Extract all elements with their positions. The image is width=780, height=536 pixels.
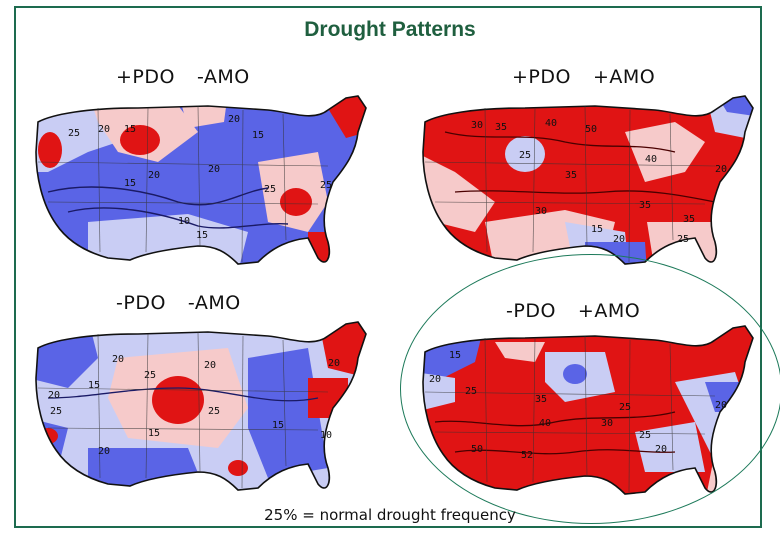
figure-title: Drought Patterns [304, 18, 476, 41]
map-3-contour-label: 10 [320, 430, 332, 441]
map-3-contour-label: 15 [88, 380, 100, 391]
map-3-amo: -AMO [187, 292, 241, 314]
map-2-contour-label: 35 [565, 170, 577, 181]
map-2-contour-label: 40 [645, 154, 657, 165]
map-3-contour-label: 25 [50, 406, 62, 417]
map-4-contour-label: 35 [535, 394, 547, 405]
map-2-amo: +AMO [592, 66, 656, 88]
map-1-contour-label: 10 [178, 216, 190, 227]
map-4-contour-label: 25 [619, 402, 631, 413]
map-3-contour-label: 15 [148, 428, 160, 439]
map-4-contour-label: 30 [601, 418, 613, 429]
map-4-amo: +AMO [577, 300, 641, 322]
map-3-contour-label: 20 [48, 390, 60, 401]
map-3-contour-label: 25 [144, 370, 156, 381]
map-1-contour-label: 15 [252, 130, 264, 141]
map-1-pdo: +PDO [116, 66, 175, 88]
caption: 25% = normal drought frequency [264, 506, 516, 524]
map-4-contour-label: 20 [655, 444, 667, 455]
map-2-contour-label: 20 [715, 164, 727, 175]
map-4-contour-label: 25 [639, 430, 651, 441]
map-4-contour-label: 20 [715, 400, 727, 411]
map-1-contour-label: 20 [228, 114, 240, 125]
map-1-contour-label: 20 [148, 170, 160, 181]
map-1-contour-label: 15 [124, 124, 136, 135]
map-4-drought-frequency: 15 20 25 35 40 50 52 30 25 20 25 20 [422, 325, 754, 495]
map-2-contour-label: 40 [545, 118, 557, 129]
map-2-label: +PDO +AMO [512, 66, 677, 88]
map-2-contour-label: 35 [683, 214, 695, 225]
map-4-contour-label: 20 [429, 374, 441, 385]
map-1-contour-label: 25 [264, 184, 276, 195]
map-3-contour-label: 20 [112, 354, 124, 365]
map-2-contour-label: 35 [639, 200, 651, 211]
map-3-contour-label: 25 [208, 406, 220, 417]
map-4-contour-label: 40 [539, 418, 551, 429]
map-2-contour-label: 50 [585, 124, 597, 135]
map-2-contour-label: 15 [591, 224, 603, 235]
map-1-contour-label: 20 [98, 124, 110, 135]
map-4-pdo: -PDO [506, 300, 556, 322]
map-1-contour-label: 20 [208, 164, 220, 175]
map-3-label: -PDO -AMO [116, 292, 263, 314]
map-1-amo: -AMO [196, 66, 250, 88]
map-2-contour-label: 20 [613, 234, 625, 245]
map-1-drought-frequency: 25 20 15 20 15 10 15 20 25 20 15 25 [35, 95, 367, 265]
map-2-contour-label: 30 [535, 206, 547, 217]
map-3-pdo: -PDO [116, 292, 166, 314]
map-4-contour-label: 52 [521, 450, 533, 461]
map-4-contour-label: 25 [465, 386, 477, 397]
map-1-label: +PDO -AMO [116, 66, 272, 88]
map-1-contour-label: 15 [124, 178, 136, 189]
map-3-contour-label: 15 [272, 420, 284, 431]
map-4-contour-label: 50 [471, 444, 483, 455]
map-2-contour-label: 35 [495, 122, 507, 133]
map-2-pdo: +PDO [512, 66, 571, 88]
map-3-drought-frequency: 20 25 15 20 25 20 25 15 20 15 10 20 [35, 321, 367, 491]
map-2-contour-label: 25 [677, 234, 689, 245]
map-2-drought-frequency: 30 35 40 50 35 25 30 20 15 25 20 35 35 4… [422, 95, 754, 265]
map-1-contour-label: 25 [320, 180, 332, 191]
map-3-contour-label: 20 [204, 360, 216, 371]
map-1-contour-label: 15 [196, 230, 208, 241]
map-2-contour-label: 25 [519, 150, 531, 161]
map-2-contour-label: 30 [471, 120, 483, 131]
map-4-label: -PDO +AMO [506, 300, 662, 322]
map-3-contour-label: 20 [98, 446, 110, 457]
map-3-contour-label: 20 [328, 358, 340, 369]
map-1-contour-label: 25 [68, 128, 80, 139]
map-4-contour-label: 15 [449, 350, 461, 361]
